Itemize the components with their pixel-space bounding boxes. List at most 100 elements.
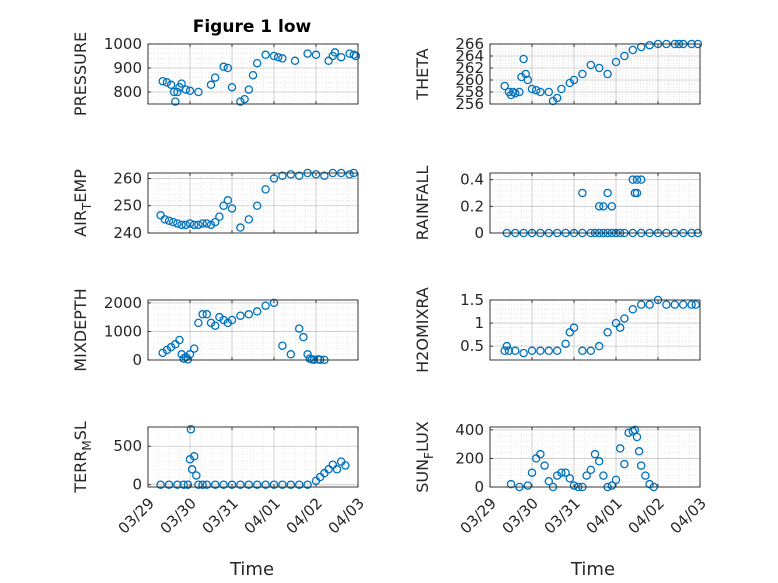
data-point: [611, 475, 621, 485]
data-point: [183, 355, 193, 364]
data-point: [210, 480, 220, 489]
data-point: [578, 346, 587, 356]
data-point: [236, 480, 245, 489]
x-tick-label: 04/03: [667, 494, 710, 537]
data-point: [502, 341, 512, 351]
data-point: [236, 97, 245, 106]
y-axis-label: PRESSURE: [71, 32, 90, 116]
data-point: [171, 340, 180, 349]
y-axis-label: TERRMSL: [71, 421, 94, 494]
data-point: [345, 170, 354, 179]
y-axis-label: AIRTEMP: [71, 169, 94, 237]
data-point: [158, 348, 167, 358]
data-point: [645, 300, 654, 309]
y-tick-label: 262: [455, 59, 484, 77]
data-point: [223, 63, 233, 73]
data-point: [194, 318, 203, 328]
data-point: [544, 87, 554, 97]
data-point: [599, 471, 608, 480]
data-point: [177, 350, 186, 359]
x-tick-label: 03/30: [499, 494, 542, 537]
data-point: [620, 51, 629, 61]
data-point: [189, 220, 199, 230]
data-point: [594, 63, 604, 73]
data-point: [261, 185, 270, 194]
data-point: [611, 318, 621, 328]
axes-frame: [147, 299, 359, 361]
data-point: [185, 86, 195, 96]
data-point: [286, 350, 296, 359]
data-point: [162, 78, 172, 87]
data-point: [620, 459, 629, 469]
x-tick-label: 03/29: [457, 494, 500, 537]
data-point: [540, 461, 549, 470]
y-tick-label: 1.5: [460, 291, 484, 309]
y-axis-label: SUNFLUX: [413, 421, 436, 493]
data-point: [634, 447, 644, 456]
data-point: [202, 310, 212, 319]
data-point: [636, 300, 646, 309]
data-point: [303, 49, 312, 58]
data-point: [175, 335, 184, 345]
data-point: [341, 461, 350, 470]
data-point: [156, 480, 165, 489]
data-point: [536, 449, 545, 459]
data-point: [506, 479, 516, 489]
data-point: [252, 58, 262, 68]
y-tick-label: 260: [113, 169, 142, 187]
axes-frame: [147, 426, 359, 488]
data-point: [607, 481, 617, 490]
y-tick-label: 2000: [104, 294, 142, 312]
data-point: [552, 471, 562, 480]
data-point: [578, 69, 587, 79]
data-point: [187, 465, 197, 474]
data-point: [198, 310, 207, 319]
data-point: [177, 220, 186, 230]
data-point: [244, 85, 254, 94]
y-tick-label: 800: [113, 83, 142, 101]
data-point: [219, 201, 228, 210]
y-tick-label: 260: [455, 71, 484, 89]
y-tick-label: 264: [455, 47, 484, 65]
data-point: [219, 315, 228, 325]
data-point: [678, 300, 688, 309]
data-point: [210, 73, 220, 82]
data-point: [273, 52, 283, 62]
data-point: [192, 471, 201, 480]
data-point: [164, 480, 174, 489]
data-point: [594, 202, 604, 211]
data-point: [160, 215, 170, 224]
data-point: [594, 457, 604, 466]
data-point: [632, 175, 642, 184]
x-tick-label: 03/30: [157, 494, 200, 537]
data-point: [691, 300, 701, 309]
axes-frame: [147, 172, 359, 234]
data-point: [166, 80, 176, 90]
y-tick-label: 0: [474, 224, 484, 242]
data-point: [219, 480, 228, 489]
figure-title: Figure 1 low: [193, 17, 312, 37]
data-point: [227, 315, 237, 325]
data-point: [183, 480, 193, 489]
data-point: [632, 432, 642, 442]
y-tick-label: 1000: [104, 322, 142, 340]
data-point: [171, 97, 180, 106]
subplot-4: 0 0.2 0.4 RAINFALL: [413, 166, 703, 242]
data-point: [515, 87, 524, 97]
data-point: [210, 217, 220, 227]
data-point: [328, 460, 338, 469]
subplot-5: 0 1000 2000 MIXDEPTH: [71, 288, 359, 372]
data-point: [269, 51, 279, 61]
data-point: [599, 202, 608, 211]
data-point: [569, 481, 579, 490]
data-point: [565, 474, 575, 483]
y-tick-label: 200: [455, 449, 484, 467]
y-tick-label: 256: [455, 95, 484, 113]
data-point: [500, 346, 509, 356]
data-point: [240, 94, 249, 104]
data-point: [303, 480, 312, 489]
data-point: [168, 217, 178, 227]
y-tick-label: 500: [113, 437, 142, 455]
y-tick-label: 900: [113, 59, 142, 77]
